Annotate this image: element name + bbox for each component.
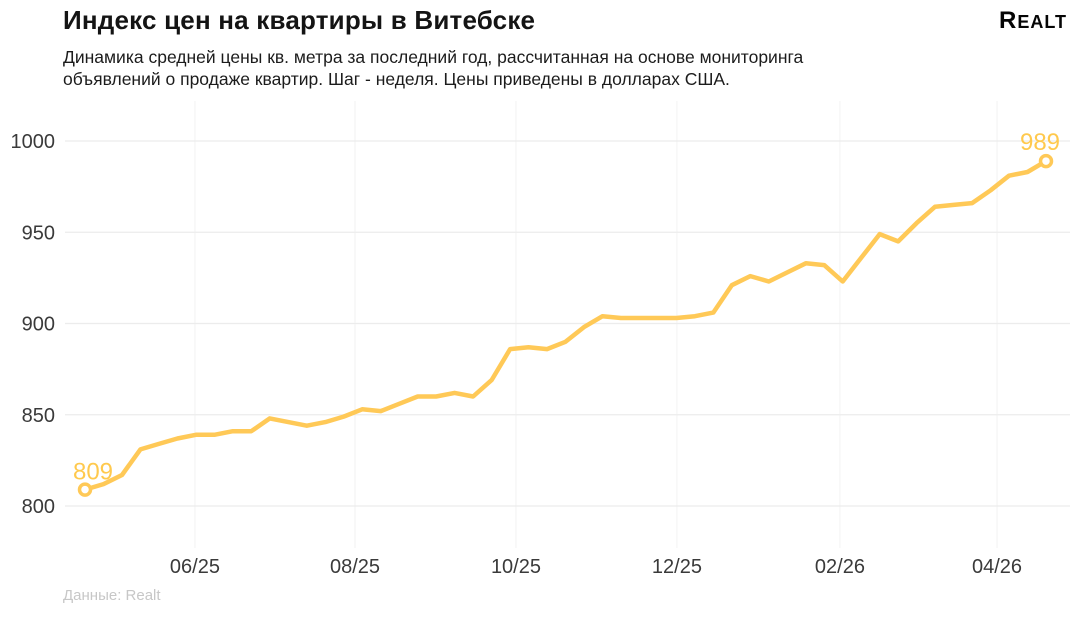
y-tick-label: 900 <box>22 314 55 336</box>
y-tick-label: 850 <box>22 405 55 427</box>
realt-logo-initial: R <box>998 7 1018 34</box>
end-value-label: 989 <box>1020 129 1060 156</box>
realt-logo-rest: ealt <box>1017 12 1067 32</box>
x-tick-label: 12/25 <box>652 556 702 578</box>
x-tick-label: 10/25 <box>491 556 541 578</box>
end-point-marker <box>1038 153 1054 169</box>
page-title: Индекс цен на квартиры в Витебске <box>63 5 536 35</box>
y-tick-label: 800 <box>22 496 55 518</box>
realt-logo: R ealt <box>999 7 1067 35</box>
start-point-marker <box>77 482 93 497</box>
x-tick-label: 06/25 <box>170 556 220 578</box>
data-source-note: Данные: Realt <box>63 587 161 604</box>
price-line <box>82 158 1049 492</box>
x-tick-label: 04/26 <box>972 556 1022 578</box>
x-tick-label: 08/25 <box>330 556 380 578</box>
y-tick-label: 950 <box>22 222 55 244</box>
chart-subtitle-line1: Динамика средней цены кв. метра за после… <box>63 47 804 67</box>
x-tick-label: 02/26 <box>815 556 865 578</box>
start-value-label: 809 <box>73 459 113 486</box>
chart-subtitle: Динамика средней цены кв. метра за после… <box>63 46 803 90</box>
y-tick-label: 1000 <box>11 131 56 153</box>
chart-subtitle-line2: объявлений о продаже квартир. Шаг - неде… <box>63 69 730 89</box>
